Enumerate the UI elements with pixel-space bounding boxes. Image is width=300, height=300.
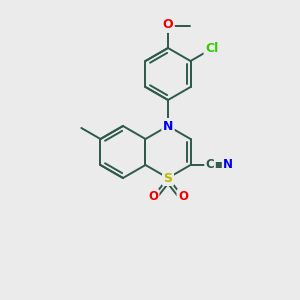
Text: O: O [178,190,188,203]
Text: O: O [148,190,158,203]
Text: C: C [206,158,214,170]
Text: O: O [163,18,173,32]
Text: N: N [163,119,173,133]
Text: S: S [164,172,172,184]
Text: Cl: Cl [205,42,218,56]
Text: N: N [223,158,233,170]
